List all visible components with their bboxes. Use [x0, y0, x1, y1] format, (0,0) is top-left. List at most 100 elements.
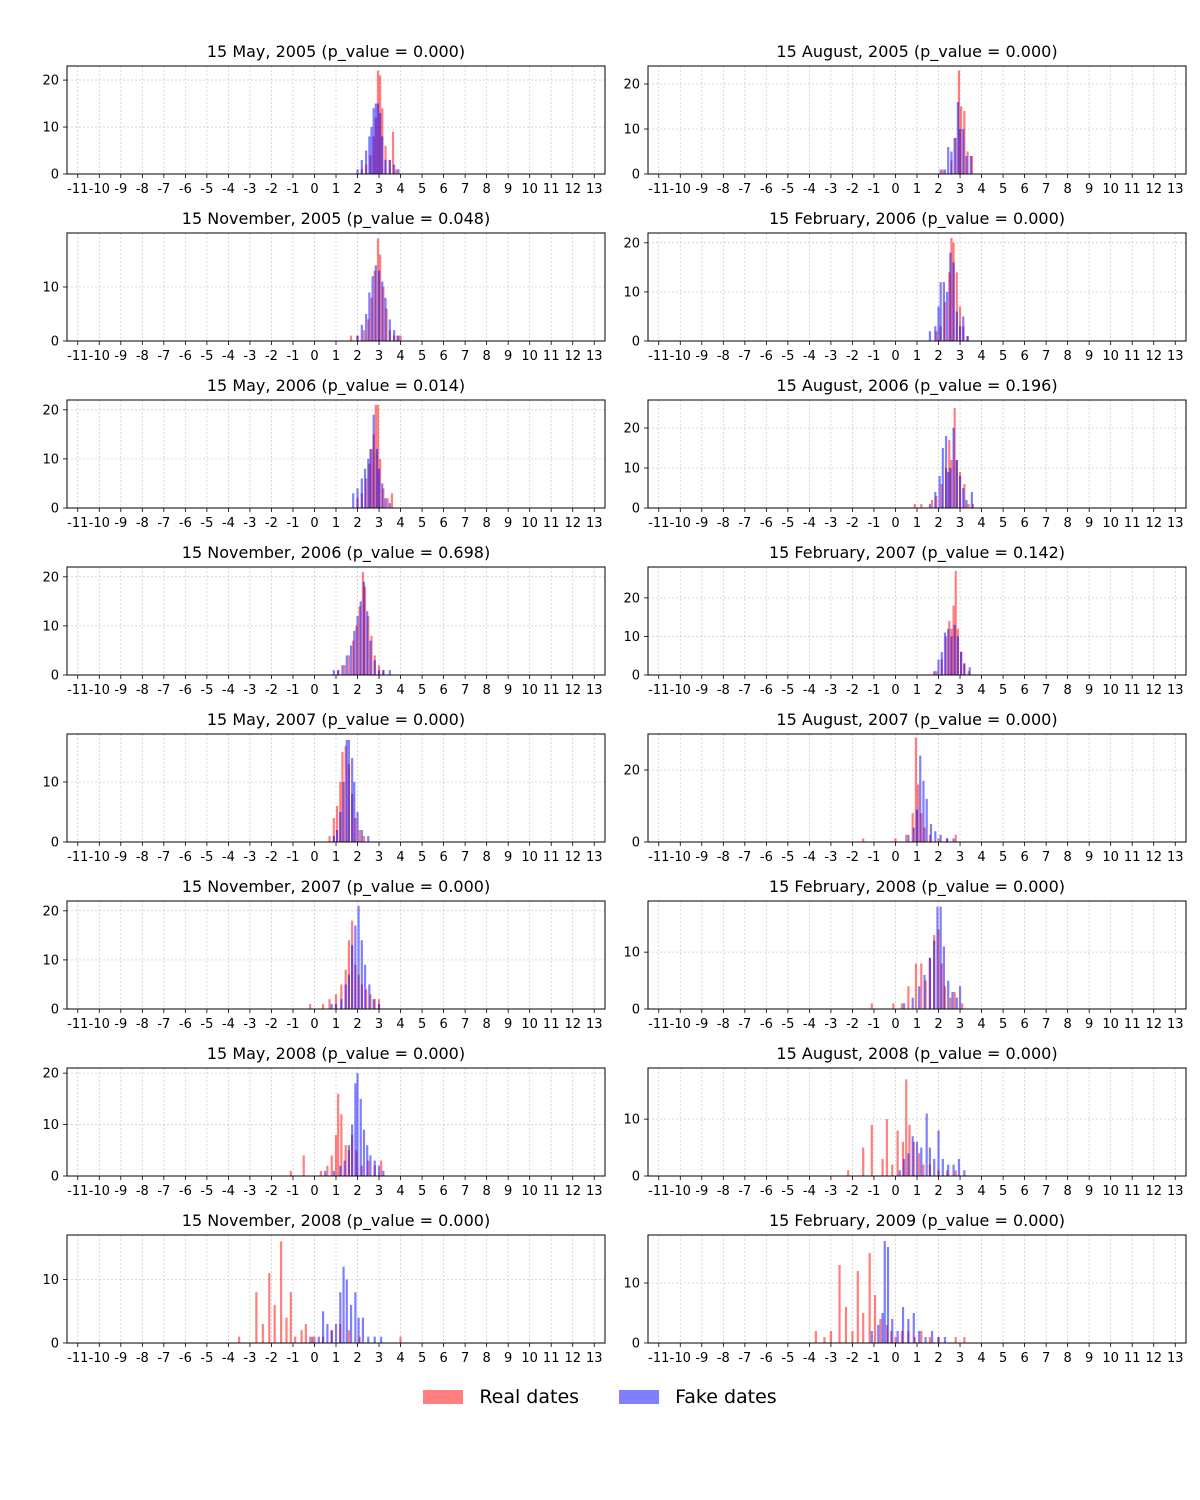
x-tick-label: 3 — [956, 850, 964, 865]
fake-bar — [343, 1160, 346, 1176]
x-tick-label: -5 — [781, 1184, 794, 1199]
fake-bar — [938, 476, 941, 508]
fake-bar — [952, 1164, 955, 1176]
subplot-8: -11 -10 -9 -8 -7 -6 -5 -4 -3 -2 -1 0 1 2 3 4 5 6 7 8 9 10 11 12… — [623, 543, 1187, 698]
x-tick-label: 12 — [564, 516, 581, 531]
x-tick-label: 10 — [1102, 182, 1119, 197]
x-tick-label: 4 — [396, 349, 404, 364]
x-tick-label: 10 — [1102, 349, 1119, 364]
x-tick-label: -2 — [846, 1351, 859, 1366]
x-tick-label: 12 — [1145, 850, 1162, 865]
x-tick-label: 13 — [586, 349, 603, 364]
x-tick-label: 12 — [564, 683, 581, 698]
x-tick-label: -5 — [781, 1351, 794, 1366]
real-bar — [862, 1147, 865, 1176]
x-tick-label: 5 — [418, 182, 426, 197]
x-tick-label: 0 — [891, 182, 899, 197]
x-tick-label: -5 — [200, 1017, 213, 1032]
x-tick-label: -10 — [670, 850, 691, 865]
y-tick-label: 0 — [632, 669, 640, 684]
real-bar — [862, 838, 865, 842]
x-tick-label: 9 — [504, 850, 512, 865]
x-tick-label: 5 — [418, 516, 426, 531]
x-tick-label: -11 — [648, 683, 669, 698]
fake-bar — [360, 324, 363, 341]
real-bar — [294, 1336, 297, 1343]
fake-bar — [962, 129, 965, 174]
real-bar — [913, 504, 916, 508]
x-tick-label: -1 — [286, 349, 299, 364]
real-bar — [894, 1337, 897, 1343]
x-tick-label: -8 — [717, 1184, 730, 1199]
fake-bar — [382, 670, 385, 675]
subplot-title: 15 February, 2007 (p_value = 0.142) — [769, 543, 1065, 563]
fake-bar — [968, 667, 971, 675]
x-tick-label: -4 — [803, 683, 816, 698]
x-tick-label: -11 — [648, 349, 669, 364]
x-tick-label: 9 — [504, 349, 512, 364]
x-tick-label: 2 — [934, 1351, 942, 1366]
fake-bar — [955, 997, 958, 1009]
fake-bar — [912, 1313, 915, 1343]
fake-bar — [369, 1155, 372, 1176]
real-bar — [954, 834, 957, 842]
x-tick-label: 11 — [1124, 1017, 1141, 1032]
fake-bar — [883, 1241, 886, 1343]
x-tick-label: 0 — [310, 1184, 318, 1199]
x-tick-label: 13 — [586, 1184, 603, 1199]
x-tick-label: -10 — [670, 1184, 691, 1199]
x-tick-label: 13 — [586, 516, 603, 531]
real-bar — [343, 665, 346, 675]
fake-bar — [366, 611, 369, 675]
x-tick-label: -2 — [265, 850, 278, 865]
x-tick-label: 13 — [586, 683, 603, 698]
x-tick-label: -10 — [89, 1351, 110, 1366]
fake-bar — [940, 651, 943, 675]
fake-bar — [311, 1336, 314, 1343]
fake-bar — [363, 964, 367, 1009]
x-tick-label: 6 — [439, 850, 447, 865]
x-tick-label: -7 — [157, 850, 170, 865]
real-bar — [390, 493, 394, 508]
y-tick-label: 0 — [51, 669, 59, 684]
real-bar — [289, 1292, 292, 1343]
real-bar — [914, 963, 918, 1009]
fake-bar — [347, 1145, 351, 1176]
x-tick-label: -1 — [286, 182, 299, 197]
plot-frame — [66, 399, 606, 509]
fake-bar — [388, 319, 391, 341]
real-bar — [935, 671, 938, 675]
x-tick-label: 12 — [1145, 516, 1162, 531]
fake-bar — [360, 940, 363, 1009]
real-bar — [309, 1004, 312, 1009]
subplot-16: -11 -10 -9 -8 -7 -6 -5 -4 -3 -2 -1 0 1 2 3 4 5 6 7 8 9 10 11 12… — [623, 1211, 1187, 1366]
x-tick-label: 13 — [1167, 683, 1184, 698]
x-tick-label: -1 — [867, 1351, 880, 1366]
x-tick-label: 8 — [482, 683, 490, 698]
real-bar — [304, 1323, 307, 1343]
x-tick-label: 8 — [482, 182, 490, 197]
x-tick-label: -11 — [67, 683, 88, 698]
x-tick-label: -8 — [136, 1184, 149, 1199]
fake-bar — [962, 488, 965, 508]
real-bar — [873, 1295, 877, 1343]
real-bar — [900, 1003, 904, 1009]
fake-bar — [911, 997, 914, 1009]
x-tick-label: 2 — [353, 850, 361, 865]
x-tick-label: 8 — [482, 1351, 490, 1366]
x-tick-label: 6 — [439, 1017, 447, 1032]
x-tick-label: 8 — [1063, 683, 1071, 698]
real-bar — [907, 986, 910, 1009]
plot-frame — [647, 900, 1187, 1010]
fake-bar — [944, 436, 948, 508]
x-tick-label: -7 — [157, 1184, 170, 1199]
x-tick-label: 1 — [913, 516, 921, 531]
y-tick-label: 10 — [42, 953, 59, 968]
x-tick-label: -11 — [648, 1017, 669, 1032]
x-tick-label: 3 — [956, 349, 964, 364]
x-tick-label: 5 — [418, 850, 426, 865]
x-tick-label: 1 — [332, 850, 340, 865]
x-tick-label: -9 — [114, 850, 127, 865]
x-tick-label: -1 — [867, 182, 880, 197]
x-tick-label: 1 — [913, 1351, 921, 1366]
